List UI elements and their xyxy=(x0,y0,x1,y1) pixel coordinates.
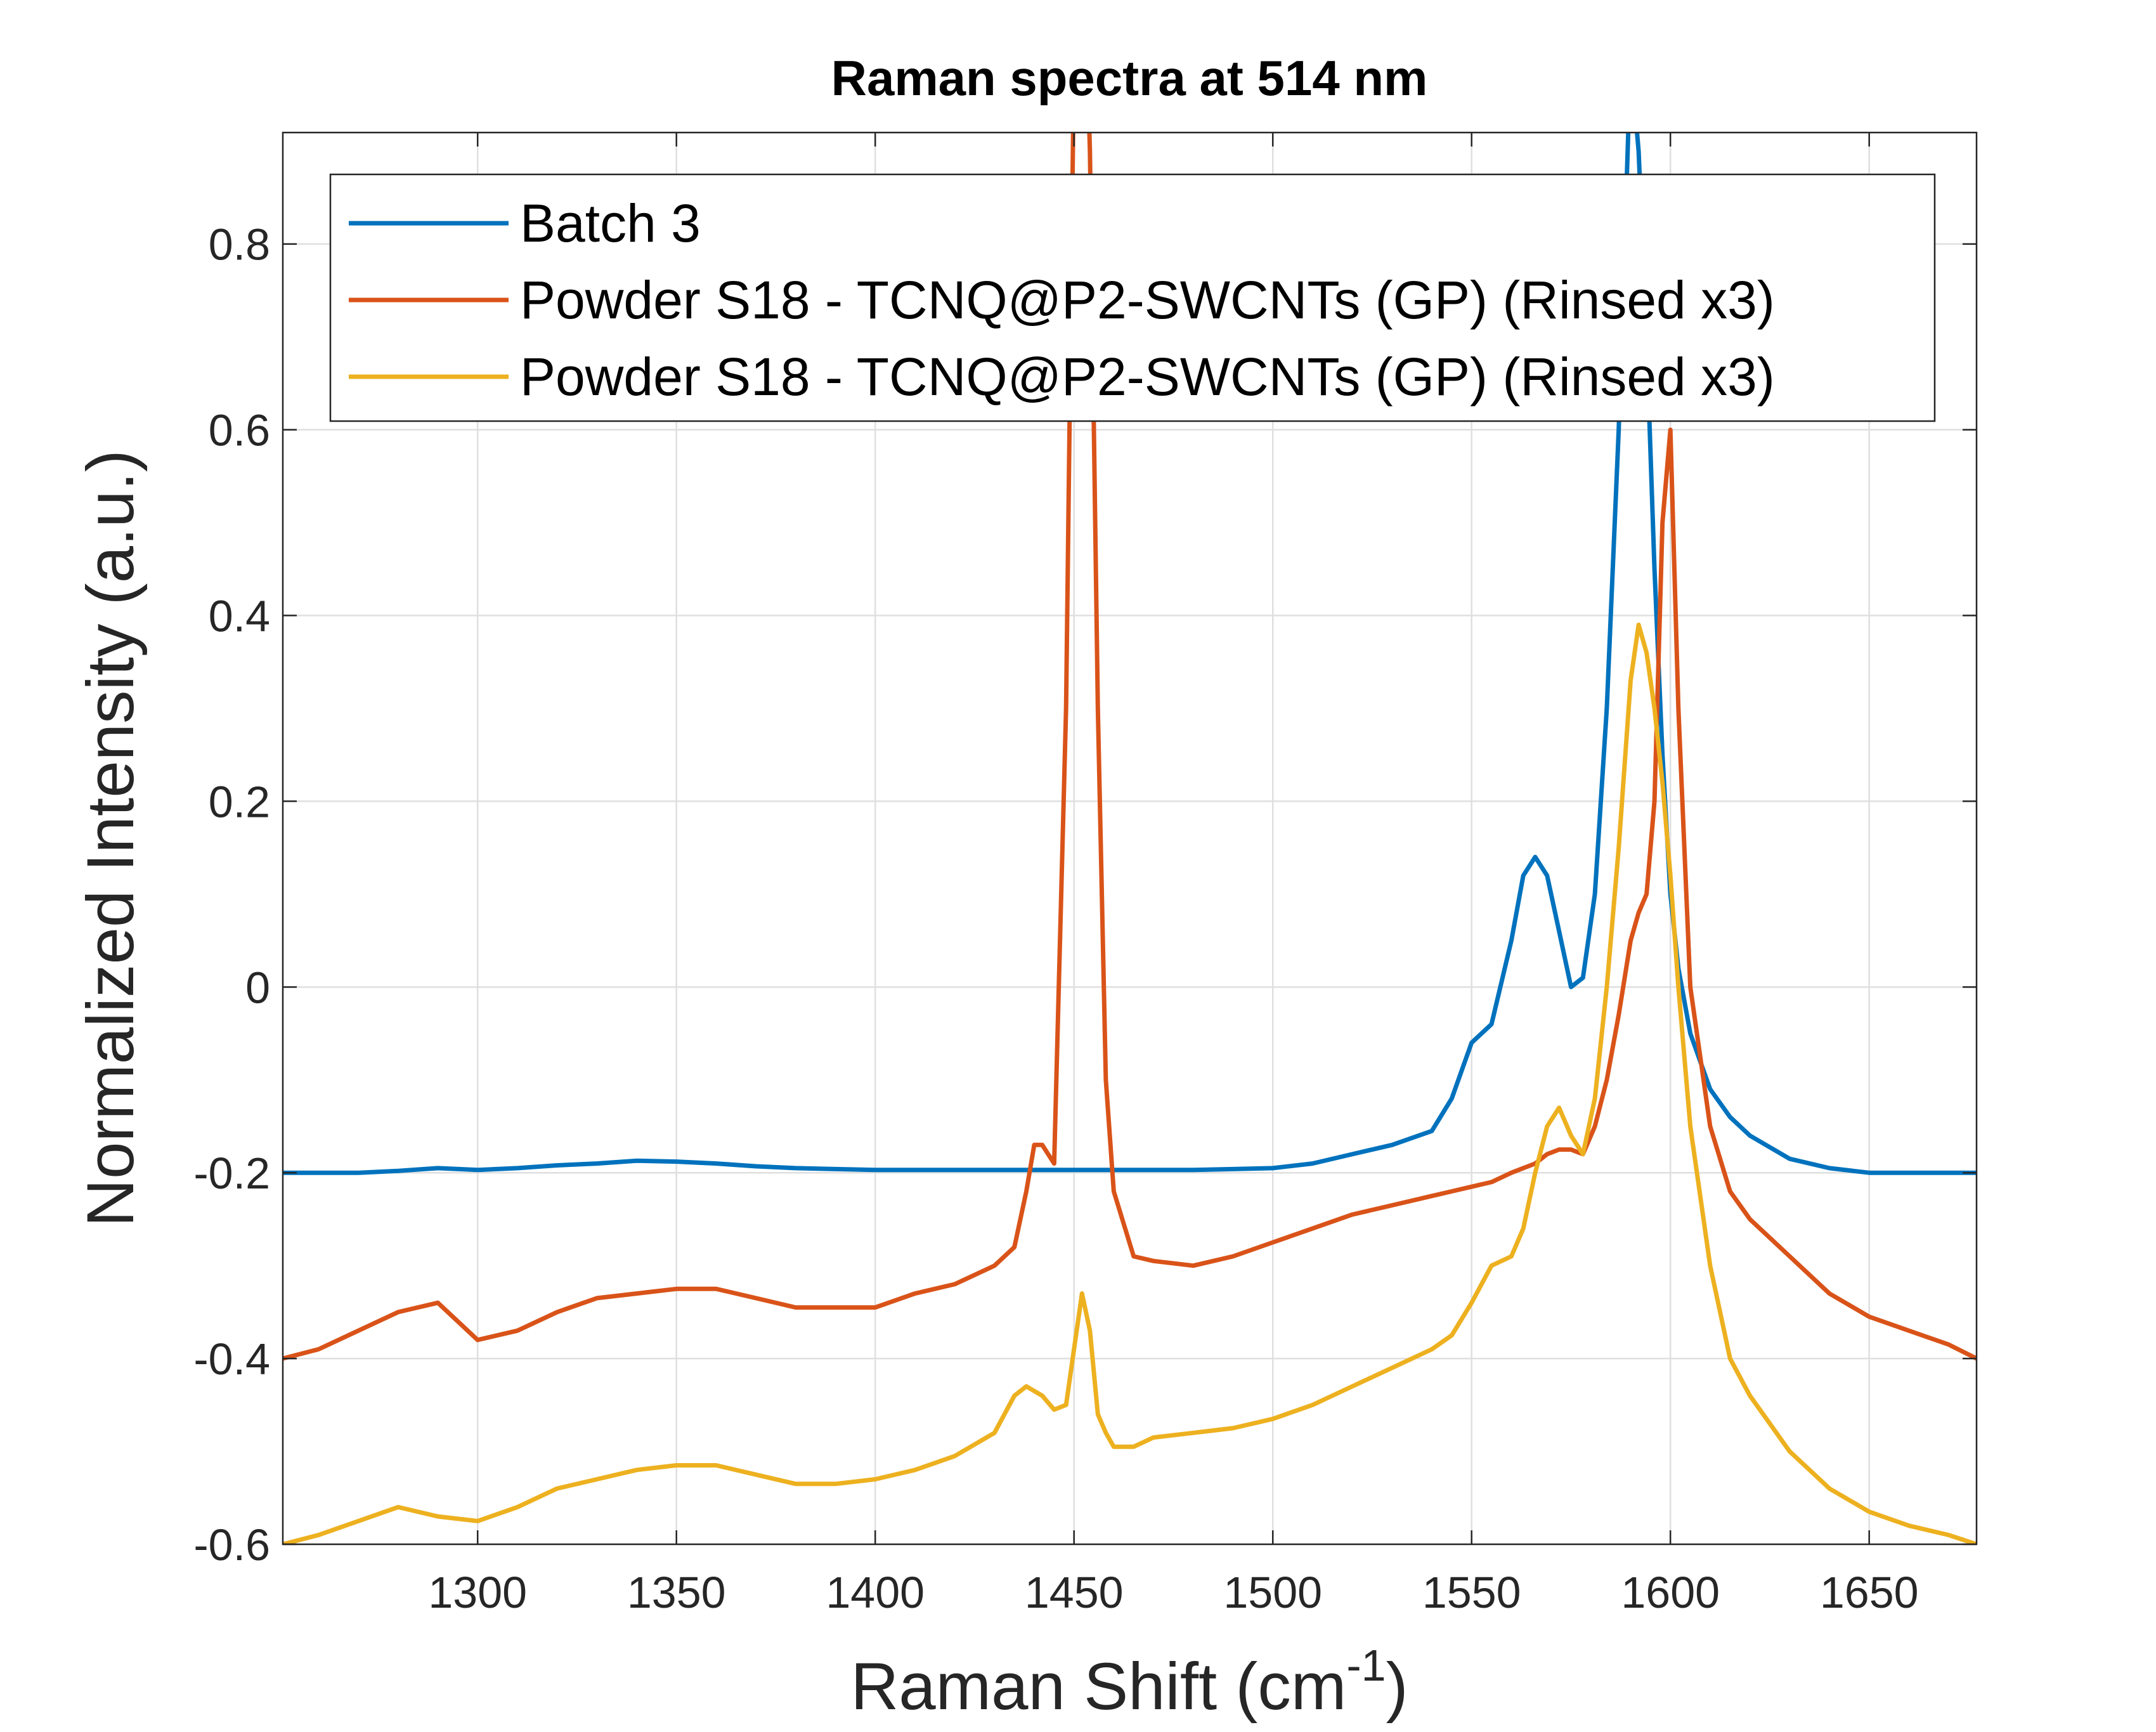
x-label-end: ) xyxy=(1386,1650,1408,1724)
y-tick-label: -0.2 xyxy=(193,1149,270,1198)
series-line xyxy=(283,133,1977,1361)
y-tick-label: 0.8 xyxy=(209,220,270,270)
y-axis-label: Normalized Intensity (a.u.) xyxy=(74,450,148,1227)
y-tick-label: 0.6 xyxy=(209,406,270,455)
x-tick-label: 1450 xyxy=(1025,1568,1124,1617)
x-tick-label: 1500 xyxy=(1223,1568,1322,1617)
y-tick-label: -0.4 xyxy=(193,1334,270,1384)
x-tick-label: 1650 xyxy=(1820,1568,1919,1617)
x-tick-label: 1400 xyxy=(826,1568,925,1617)
x-label-sup: -1 xyxy=(1346,1641,1386,1690)
x-tick-label: 1300 xyxy=(428,1568,527,1617)
y-tick-label: 0.2 xyxy=(209,777,270,826)
legend-label: Powder S18 - TCNQ@P2-SWCNTs (GP) (Rinsed… xyxy=(520,270,1775,330)
legend-box xyxy=(329,173,1936,422)
y-tick-label: -0.6 xyxy=(193,1520,270,1570)
series-line xyxy=(283,622,1977,1544)
y-tick-label: 0.4 xyxy=(209,592,270,641)
x-tick-label: 1600 xyxy=(1621,1568,1720,1617)
x-label-text: Raman Shift (cm xyxy=(850,1650,1346,1724)
legend-label: Batch 3 xyxy=(520,193,701,253)
y-tick-label: 0 xyxy=(245,963,270,1012)
legend-label: Powder S18 - TCNQ@P2-SWCNTs (GP) (Rinsed… xyxy=(520,347,1775,407)
chart-title: Raman spectra at 514 nm xyxy=(831,50,1428,106)
x-tick-label: 1550 xyxy=(1422,1568,1521,1617)
x-tick-label: 1350 xyxy=(627,1568,726,1617)
axes-box xyxy=(282,131,1978,1546)
x-axis-label: Raman Shift (cm-1) xyxy=(850,1641,1408,1724)
